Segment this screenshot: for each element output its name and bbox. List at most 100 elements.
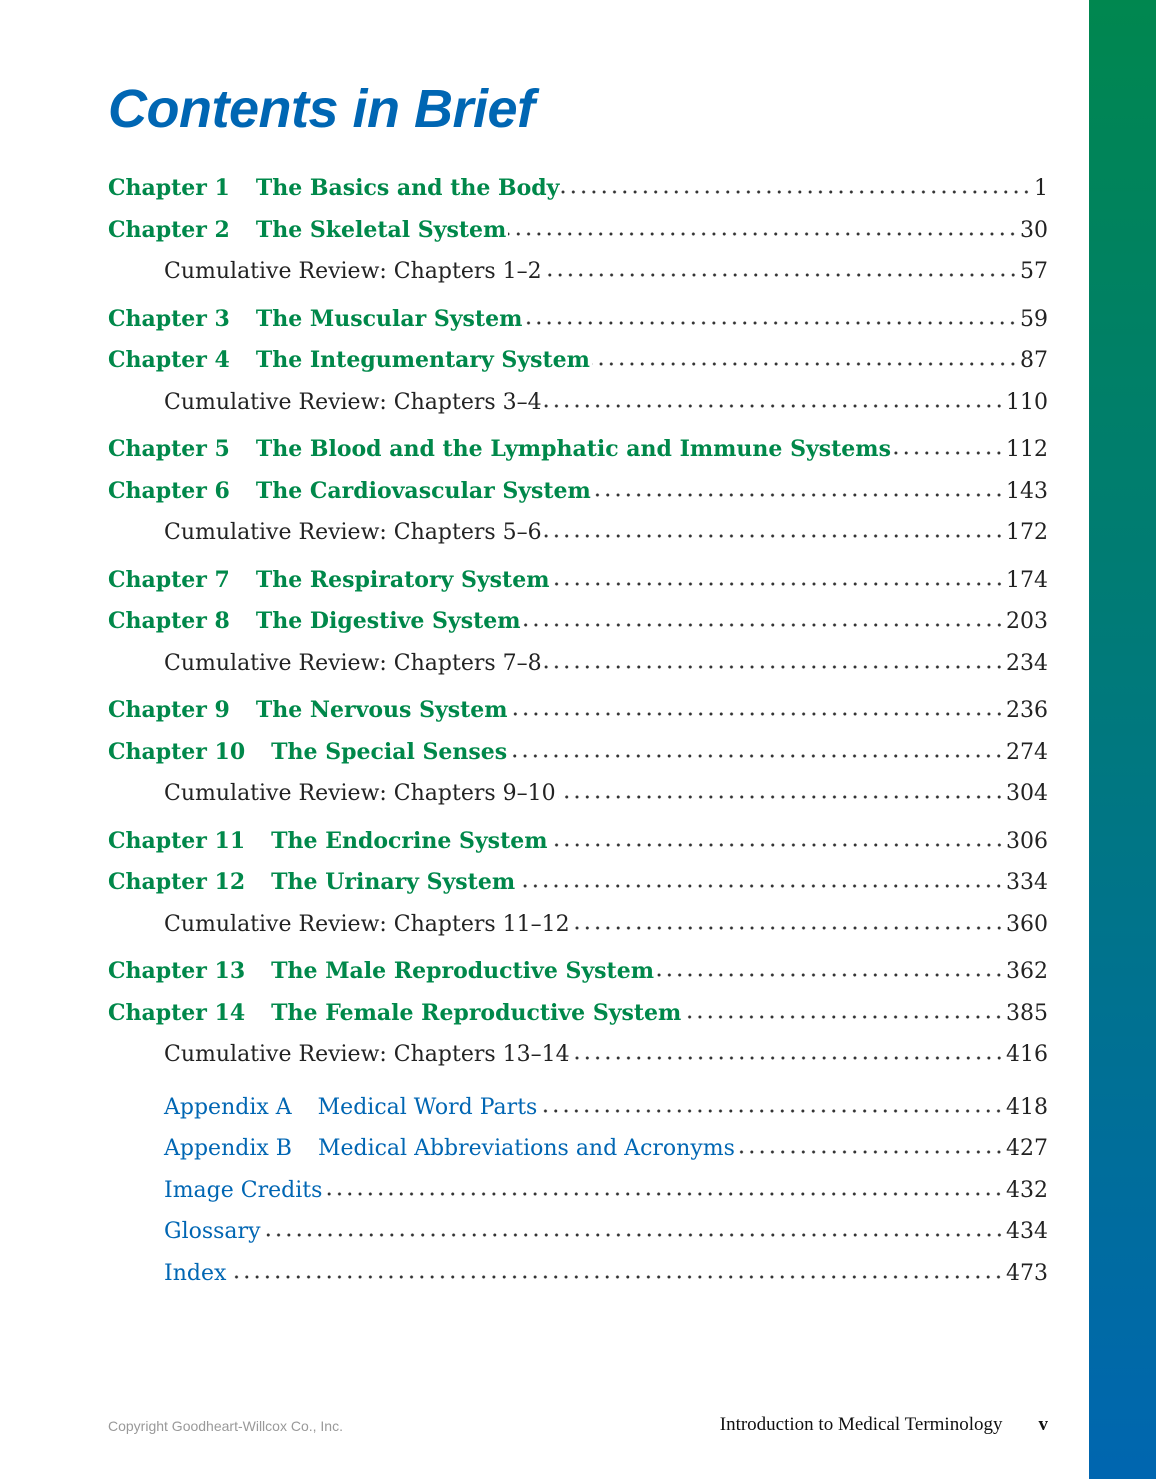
- entry-label: Appendix B: [164, 1136, 292, 1161]
- entry-title: Cumulative Review: Chapters 13–14: [164, 1042, 570, 1067]
- toc-entry-chapter[interactable]: Chapter 3 The Muscular System 59: [108, 299, 1048, 341]
- leader-dots: [549, 839, 1004, 848]
- toc-entry-review[interactable]: Cumulative Review: Chapters 11–12 360: [108, 904, 1048, 946]
- toc-entry-review[interactable]: Cumulative Review: Chapters 9–10 304: [108, 773, 1048, 815]
- toc-entry-chapter[interactable]: Chapter 6 The Cardiovascular System 143: [108, 471, 1048, 513]
- entry-page-number: 473: [1006, 1260, 1048, 1286]
- leader-dots: [262, 1230, 1004, 1238]
- entry-page-number: 362: [1006, 959, 1048, 984]
- toc-entry-chapter[interactable]: Chapter 14 The Female Reproductive System…: [108, 993, 1048, 1035]
- toc-entry-chapter[interactable]: Chapter 1 The Basics and the Body 1: [108, 168, 1048, 210]
- leader-dots: [592, 489, 1004, 498]
- entry-title: Medical Word Parts: [317, 1094, 538, 1120]
- entry-title: Cumulative Review: Chapters 5–6: [164, 520, 542, 545]
- entry-label: Chapter 5: [108, 436, 230, 462]
- entry-page-number: 87: [1020, 348, 1048, 373]
- entry-label: Appendix A: [164, 1094, 292, 1120]
- entry-page-number: 57: [1020, 259, 1048, 284]
- entry-label: Chapter 6: [108, 477, 230, 504]
- toc-entry-appendix[interactable]: Image Credits 432: [108, 1170, 1048, 1212]
- entry-page-number: 174: [1006, 567, 1048, 593]
- entry-title: The Female Reproductive System: [271, 999, 682, 1026]
- leader-dots: [509, 709, 1004, 717]
- toc-entry-review[interactable]: Cumulative Review: Chapters 1–2 57: [108, 251, 1048, 293]
- color-band: [1089, 0, 1156, 1479]
- entry-title: Index: [164, 1260, 227, 1286]
- entry-title: Cumulative Review: Chapters 11–12: [164, 911, 570, 937]
- entry-page-number: 112: [1006, 437, 1048, 462]
- entry-label: Chapter 10: [108, 738, 246, 765]
- entry-title: The Basics and the Body: [255, 175, 560, 201]
- entry-title: The Urinary System: [271, 869, 516, 895]
- entry-title: Cumulative Review: Chapters 9–10: [164, 781, 556, 806]
- leader-dots: [508, 228, 1018, 237]
- entry-page-number: 236: [1006, 698, 1048, 723]
- leader-dots: [571, 922, 1004, 931]
- table-of-contents: Chapter 1 The Basics and the Body 1 Chapter…: [108, 168, 1048, 1294]
- entry-title: The Digestive System: [255, 608, 521, 634]
- entry-title: The Integumentary System: [255, 347, 590, 373]
- leader-dots: [522, 620, 1004, 628]
- toc-entry-chapter[interactable]: Chapter 12 The Urinary System 334: [108, 862, 1048, 904]
- toc-entry-chapter[interactable]: Chapter 9 The Nervous System 236: [108, 690, 1048, 732]
- entry-title: Medical Abbreviations and Acronyms: [317, 1136, 735, 1161]
- leader-dots: [509, 750, 1004, 759]
- entry-title: Cumulative Review: Chapters 3–4: [164, 389, 542, 415]
- leader-dots: [571, 1053, 1004, 1061]
- toc-entry-appendix[interactable]: Appendix B Medical Abbreviations and Acro…: [108, 1128, 1048, 1170]
- toc-entry-appendix[interactable]: Index 473: [108, 1253, 1048, 1295]
- leader-dots: [892, 448, 1004, 456]
- toc-entry-review[interactable]: Cumulative Review: Chapters 13–14 416: [108, 1034, 1048, 1076]
- entry-page-number: 274: [1006, 739, 1048, 765]
- entry-title: The Muscular System: [255, 305, 523, 332]
- entry-label: Chapter 8: [108, 608, 230, 634]
- entry-page-number: 304: [1006, 781, 1048, 806]
- toc-entry-review[interactable]: Cumulative Review: Chapters 3–4 110: [108, 382, 1048, 424]
- entry-title: Glossary: [164, 1219, 261, 1244]
- page-title: Contents in Brief: [108, 79, 535, 139]
- toc-entry-review[interactable]: Cumulative Review: Chapters 7–8 234: [108, 643, 1048, 685]
- toc-entry-chapter[interactable]: Chapter 13 The Male Reproductive System 36…: [108, 951, 1048, 993]
- toc-entry-chapter[interactable]: Chapter 2 The Skeletal System 30: [108, 210, 1048, 252]
- toc-entry-appendix[interactable]: Glossary 434: [108, 1211, 1048, 1253]
- entry-title: The Blood and the Lymphatic and Immune S…: [255, 436, 891, 462]
- leader-dots: [543, 270, 1018, 278]
- toc-entry-chapter[interactable]: Chapter 10 The Special Senses 274: [108, 732, 1048, 774]
- entry-label: Chapter 3: [108, 305, 230, 332]
- entry-page-number: 30: [1020, 217, 1048, 243]
- leader-dots: [561, 187, 1032, 195]
- entry-page-number: 434: [1006, 1219, 1048, 1244]
- leader-dots: [736, 1147, 1004, 1155]
- toc-entry-review[interactable]: Cumulative Review: Chapters 5–6 172: [108, 512, 1048, 554]
- toc-entry-chapter[interactable]: Chapter 8 The Digestive System 203: [108, 601, 1048, 643]
- toc-entry-appendix[interactable]: Appendix A Medical Word Parts 418: [108, 1087, 1048, 1129]
- entry-label: Chapter 14: [108, 999, 246, 1026]
- entry-label: Chapter 1: [108, 175, 230, 201]
- entry-title: The Nervous System: [255, 697, 508, 723]
- entry-page-number: 385: [1006, 1000, 1048, 1026]
- entry-title: The Special Senses: [271, 738, 508, 765]
- leader-dots: [551, 578, 1004, 587]
- entry-page-number: 110: [1006, 389, 1048, 415]
- entry-page-number: 306: [1006, 828, 1048, 854]
- leader-dots: [543, 531, 1004, 539]
- leader-dots: [683, 1011, 1004, 1020]
- entry-label: Chapter 13: [108, 958, 246, 984]
- copyright-notice: Copyright Goodheart-Willcox Co., Inc.: [108, 1418, 343, 1434]
- entry-page-number: 334: [1006, 870, 1048, 895]
- entry-label: Chapter 2: [108, 216, 230, 243]
- toc-entry-chapter[interactable]: Chapter 4 The Integumentary System 87: [108, 340, 1048, 382]
- toc-entry-chapter[interactable]: Chapter 11 The Endocrine System 306: [108, 821, 1048, 863]
- leader-dots: [539, 1105, 1004, 1114]
- entry-page-number: 1: [1034, 176, 1048, 201]
- leader-dots: [543, 661, 1004, 670]
- entry-page-number: 59: [1020, 306, 1048, 332]
- leader-dots: [655, 970, 1004, 978]
- entry-label: Chapter 7: [108, 566, 230, 593]
- page-number: v: [1038, 1414, 1049, 1435]
- toc-entry-chapter[interactable]: Chapter 7 The Respiratory System 174: [108, 560, 1048, 602]
- toc-entry-chapter[interactable]: Chapter 5 The Blood and the Lymphatic and…: [108, 429, 1048, 471]
- entry-title: Cumulative Review: Chapters 7–8: [164, 650, 542, 676]
- leader-dots: [228, 1271, 1004, 1280]
- entry-label: Chapter 4: [108, 347, 230, 373]
